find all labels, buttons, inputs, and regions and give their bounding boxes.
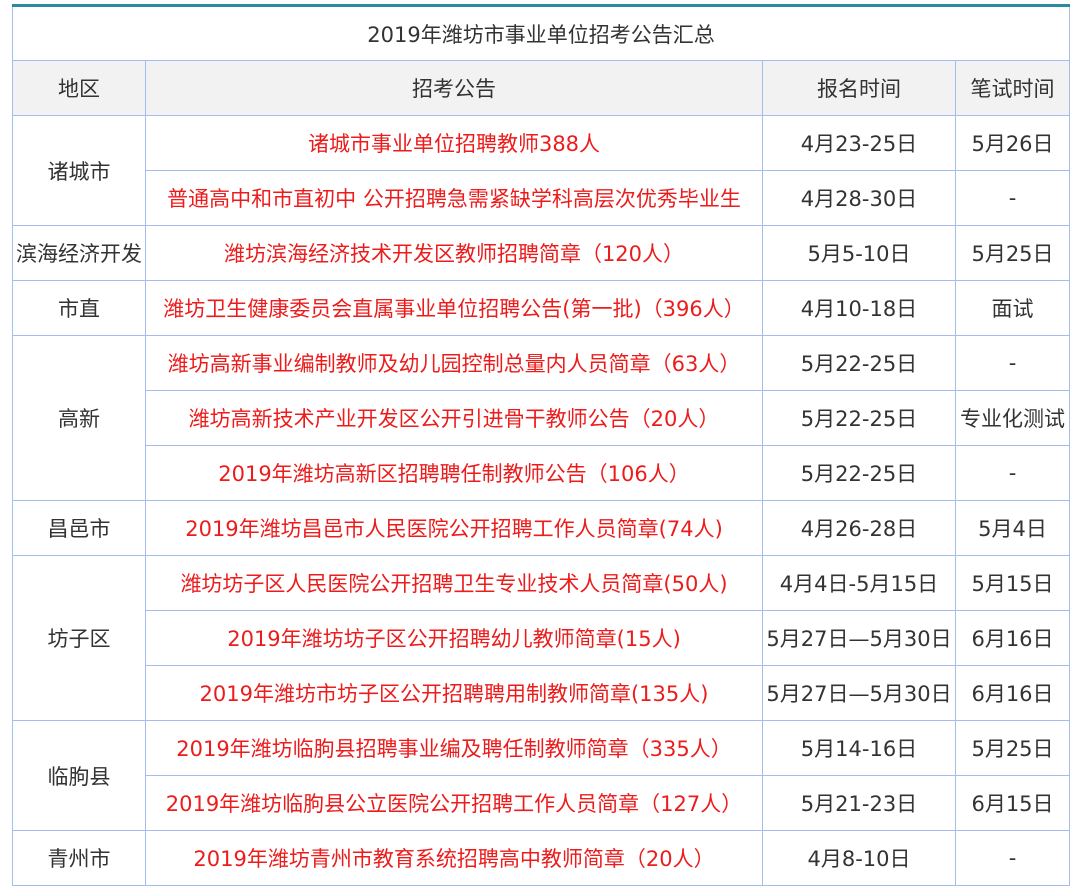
table-row: 2019年潍坊高新区招聘聘任制教师公告（106人） 5月22-25日 - — [13, 445, 1071, 501]
registration-time-cell: 5月22-25日 — [762, 390, 956, 446]
table-row: 市直 潍坊卫生健康委员会直属事业单位招聘公告(第一批)（396人） 4月10-18日… — [12, 280, 1071, 336]
announcement-link[interactable]: 潍坊卫生健康委员会直属事业单位招聘公告(第一批)（396人） — [145, 280, 763, 336]
registration-time-cell: 5月27日—5月30日 — [762, 610, 956, 666]
exam-time-cell: - — [954, 335, 1071, 391]
recruitment-summary-table: 2019年潍坊市事业单位招考公告汇总 地区 招考公告 报名时间 笔试时间 诸城市… — [11, 4, 1071, 886]
announcement-link[interactable]: 潍坊滨海经济技术开发区教师招聘简章（120人） — [145, 225, 763, 281]
registration-time-cell: 4月4日-5月15日 — [762, 555, 956, 611]
table-row: 昌邑市 2019年潍坊昌邑市人民医院公开招聘工作人员简章(74人) 4月26-28日… — [12, 500, 1071, 556]
announcement-link[interactable]: 2019年潍坊市坊子区公开招聘聘用制教师简章(135人) — [145, 665, 763, 721]
region-cell: 青州市 — [12, 830, 146, 886]
registration-time-cell: 5月27日—5月30日 — [762, 665, 956, 721]
registration-time-cell: 4月26-28日 — [762, 500, 956, 556]
registration-time-cell: 4月28-30日 — [762, 170, 956, 226]
title-row: 2019年潍坊市事业单位招考公告汇总 — [11, 5, 1071, 61]
registration-time-cell: 4月10-18日 — [762, 280, 956, 336]
exam-time-cell: 6月16日 — [954, 610, 1071, 666]
table-row: 坊子区 潍坊坊子区人民医院公开招聘卫生专业技术人员简章(50人) 4月4日-5月15… — [12, 555, 1071, 721]
table-row: 临朐县 2019年潍坊临朐县招聘事业编及聘任制教师简章（335人） 5月14-16日… — [12, 720, 1071, 831]
exam-time-cell: - — [954, 170, 1071, 226]
exam-time-cell: - — [954, 830, 1071, 886]
header-announcement: 招考公告 — [145, 60, 763, 116]
registration-time-cell: 5月5-10日 — [762, 225, 956, 281]
exam-time-cell: 5月15日 — [954, 555, 1071, 611]
registration-time-cell: 5月21-23日 — [762, 775, 956, 831]
exam-time-cell: 5月4日 — [954, 500, 1071, 556]
table-row: 2019年潍坊坊子区公开招聘幼儿教师简章(15人) 5月27日—5月30日 6月16… — [13, 610, 1071, 666]
exam-time-cell: - — [954, 445, 1071, 501]
table-row: 2019年潍坊临朐县公立医院公开招聘工作人员简章（127人） 5月21-23日 6月… — [13, 775, 1071, 831]
announcement-link[interactable]: 2019年潍坊青州市教育系统招聘高中教师简章（20人） — [145, 830, 763, 886]
registration-time-cell: 5月22-25日 — [762, 445, 956, 501]
announcement-link[interactable]: 2019年潍坊临朐县招聘事业编及聘任制教师简章（335人） — [145, 720, 763, 776]
announcement-link[interactable]: 2019年潍坊临朐县公立医院公开招聘工作人员简章（127人） — [145, 775, 763, 831]
announcement-link[interactable]: 2019年潍坊坊子区公开招聘幼儿教师简章(15人) — [145, 610, 763, 666]
exam-time-cell: 6月15日 — [954, 775, 1071, 831]
region-cell: 市直 — [12, 280, 146, 336]
table-title: 2019年潍坊市事业单位招考公告汇总 — [11, 5, 1071, 61]
announcement-link[interactable]: 普通高中和市直初中 公开招聘急需紧缺学科高层次优秀毕业生 — [145, 170, 763, 226]
region-cell: 昌邑市 — [12, 500, 146, 556]
table-row: 滨海经济开发 潍坊滨海经济技术开发区教师招聘简章（120人） 5月5-10日 5月25… — [12, 225, 1071, 281]
exam-time-cell: 5月25日 — [954, 720, 1071, 776]
region-cell: 坊子区 — [12, 555, 146, 721]
exam-time-cell: 6月16日 — [954, 665, 1071, 721]
announcement-link[interactable]: 诸城市事业单位招聘教师388人 — [145, 115, 763, 171]
header-region: 地区 — [12, 60, 146, 116]
table-row: 高新 潍坊高新事业编制教师及幼儿园控制总量内人员简章（63人） 5月22-25日 - — [12, 335, 1071, 501]
announcement-link[interactable]: 2019年潍坊高新区招聘聘任制教师公告（106人） — [145, 445, 763, 501]
registration-time-cell: 5月14-16日 — [762, 720, 956, 776]
region-cell: 诸城市 — [12, 115, 146, 226]
exam-time-cell: 专业化测试 — [954, 390, 1071, 446]
announcement-link[interactable]: 潍坊坊子区人民医院公开招聘卫生专业技术人员简章(50人) — [145, 555, 763, 611]
registration-time-cell: 4月8-10日 — [762, 830, 956, 886]
region-cell: 高新 — [12, 335, 146, 501]
announcement-link[interactable]: 2019年潍坊昌邑市人民医院公开招聘工作人员简章(74人) — [145, 500, 763, 556]
table-row: 潍坊高新技术产业开发区公开引进骨干教师公告（20人） 5月22-25日 专业化测试 — [13, 390, 1071, 446]
region-cell: 滨海经济开发 — [12, 225, 146, 281]
table-row: 2019年潍坊市坊子区公开招聘聘用制教师简章(135人) 5月27日—5月30日 6… — [13, 665, 1071, 721]
table-row: 普通高中和市直初中 公开招聘急需紧缺学科高层次优秀毕业生 4月28-30日 - — [13, 170, 1071, 226]
announcement-link[interactable]: 潍坊高新技术产业开发区公开引进骨干教师公告（20人） — [145, 390, 763, 446]
header-registration-time: 报名时间 — [762, 60, 956, 116]
exam-time-cell: 面试 — [954, 280, 1071, 336]
table-row: 青州市 2019年潍坊青州市教育系统招聘高中教师简章（20人） 4月8-10日 - — [12, 830, 1071, 886]
registration-time-cell: 4月23-25日 — [762, 115, 956, 171]
exam-time-cell: 5月26日 — [954, 115, 1071, 171]
registration-time-cell: 5月22-25日 — [762, 335, 956, 391]
header-exam-time: 笔试时间 — [954, 60, 1071, 116]
header-row: 地区 招考公告 报名时间 笔试时间 — [12, 60, 1071, 116]
announcement-link[interactable]: 潍坊高新事业编制教师及幼儿园控制总量内人员简章（63人） — [145, 335, 763, 391]
table-row: 诸城市 诸城市事业单位招聘教师388人 4月23-25日 5月26日 — [12, 115, 1071, 226]
exam-time-cell: 5月25日 — [954, 225, 1071, 281]
region-cell: 临朐县 — [12, 720, 146, 831]
